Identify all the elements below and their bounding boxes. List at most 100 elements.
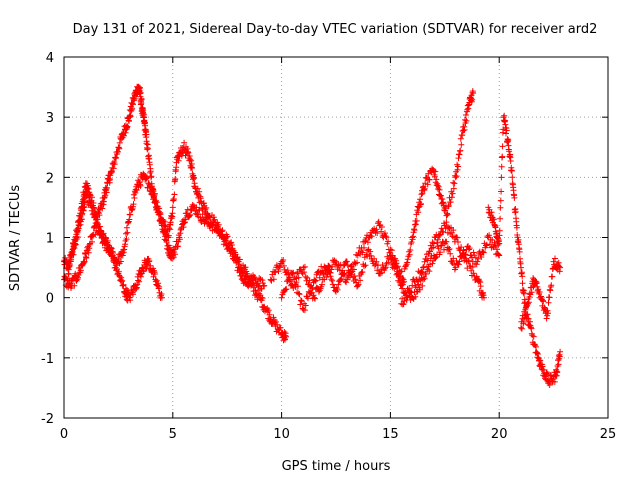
- data-point: [445, 246, 452, 253]
- data-point: [74, 234, 81, 240]
- data-point: [506, 148, 513, 155]
- data-point: [102, 192, 109, 199]
- data-point: [412, 282, 419, 289]
- data-point: [432, 168, 439, 175]
- data-point: [371, 255, 378, 262]
- data-point: [354, 259, 360, 266]
- data-point: [169, 204, 176, 211]
- data-point: [236, 261, 243, 268]
- data-point: [281, 329, 288, 335]
- data-point: [438, 242, 445, 249]
- data-point: [525, 299, 532, 306]
- data-point: [172, 176, 179, 182]
- data-point: [312, 295, 318, 302]
- data-point: [357, 277, 364, 284]
- data-point: [413, 289, 420, 295]
- data-point: [122, 129, 129, 136]
- series-arc-C: [65, 188, 165, 304]
- data-point: [402, 262, 409, 269]
- data-point: [302, 302, 309, 309]
- data-point: [172, 251, 179, 258]
- data-point: [275, 268, 282, 275]
- data-point: [359, 249, 366, 256]
- data-points: [61, 83, 564, 388]
- data-point: [127, 211, 134, 218]
- data-point: [412, 293, 419, 300]
- data-point: [457, 135, 464, 142]
- data-point: [162, 231, 169, 238]
- data-point: [161, 226, 168, 233]
- data-point: [124, 229, 131, 236]
- data-point: [301, 269, 308, 276]
- data-point: [551, 378, 558, 385]
- data-point: [480, 249, 487, 256]
- data-point: [222, 237, 229, 244]
- x-tick-label: 5: [169, 427, 177, 442]
- data-point: [458, 244, 465, 251]
- data-point: [499, 153, 506, 160]
- data-point: [498, 163, 505, 170]
- data-point: [352, 276, 359, 283]
- data-point: [188, 157, 195, 164]
- axis-ticks: 0 5 10 15 20 25 -2 -1 0 1 2 3 4: [41, 51, 616, 442]
- data-point: [326, 268, 332, 275]
- y-tick-label: 1: [46, 232, 54, 247]
- data-point: [512, 208, 519, 215]
- data-point: [187, 211, 194, 218]
- data-point: [378, 228, 385, 235]
- data-point: [404, 256, 411, 263]
- data-point: [113, 154, 120, 161]
- data-point: [361, 238, 368, 245]
- data-point: [465, 258, 472, 265]
- data-point: [407, 247, 414, 253]
- data-point: [323, 274, 330, 281]
- data-point: [116, 145, 123, 152]
- data-point: [443, 219, 450, 226]
- data-point: [448, 194, 455, 201]
- data-point: [545, 299, 552, 306]
- data-point: [462, 255, 469, 262]
- data-point: [508, 167, 515, 174]
- data-point: [162, 223, 169, 230]
- data-point: [435, 183, 442, 190]
- data-point: [143, 131, 150, 138]
- data-point: [280, 257, 287, 263]
- data-point: [458, 141, 465, 148]
- data-point: [90, 204, 97, 211]
- data-point: [117, 258, 124, 265]
- data-point: [143, 265, 150, 272]
- data-point: [405, 253, 412, 260]
- data-point: [152, 197, 159, 204]
- data-point: [293, 279, 300, 286]
- data-point: [379, 262, 386, 268]
- data-point: [426, 176, 433, 183]
- data-point: [354, 282, 361, 289]
- data-point: [548, 282, 555, 289]
- data-point: [509, 174, 516, 181]
- data-point: [165, 232, 172, 239]
- data-point: [301, 307, 308, 314]
- data-point: [463, 117, 470, 124]
- y-axis-label: SDTVAR / TECUs: [8, 185, 23, 292]
- data-point: [359, 269, 366, 275]
- data-point: [456, 258, 463, 265]
- data-point: [477, 283, 484, 290]
- data-point: [458, 253, 465, 260]
- data-point: [416, 276, 423, 283]
- data-point: [415, 281, 422, 288]
- data-point: [421, 275, 428, 282]
- data-point: [329, 263, 336, 270]
- data-point: [394, 268, 401, 275]
- data-point: [419, 269, 426, 276]
- data-point: [127, 297, 134, 304]
- data-point: [126, 216, 133, 223]
- data-point: [187, 156, 194, 163]
- data-point: [454, 234, 461, 241]
- data-point: [546, 294, 553, 301]
- data-point: [516, 248, 523, 255]
- data-point: [272, 269, 279, 276]
- data-point: [420, 264, 427, 270]
- data-point: [116, 139, 123, 146]
- data-point: [497, 215, 504, 222]
